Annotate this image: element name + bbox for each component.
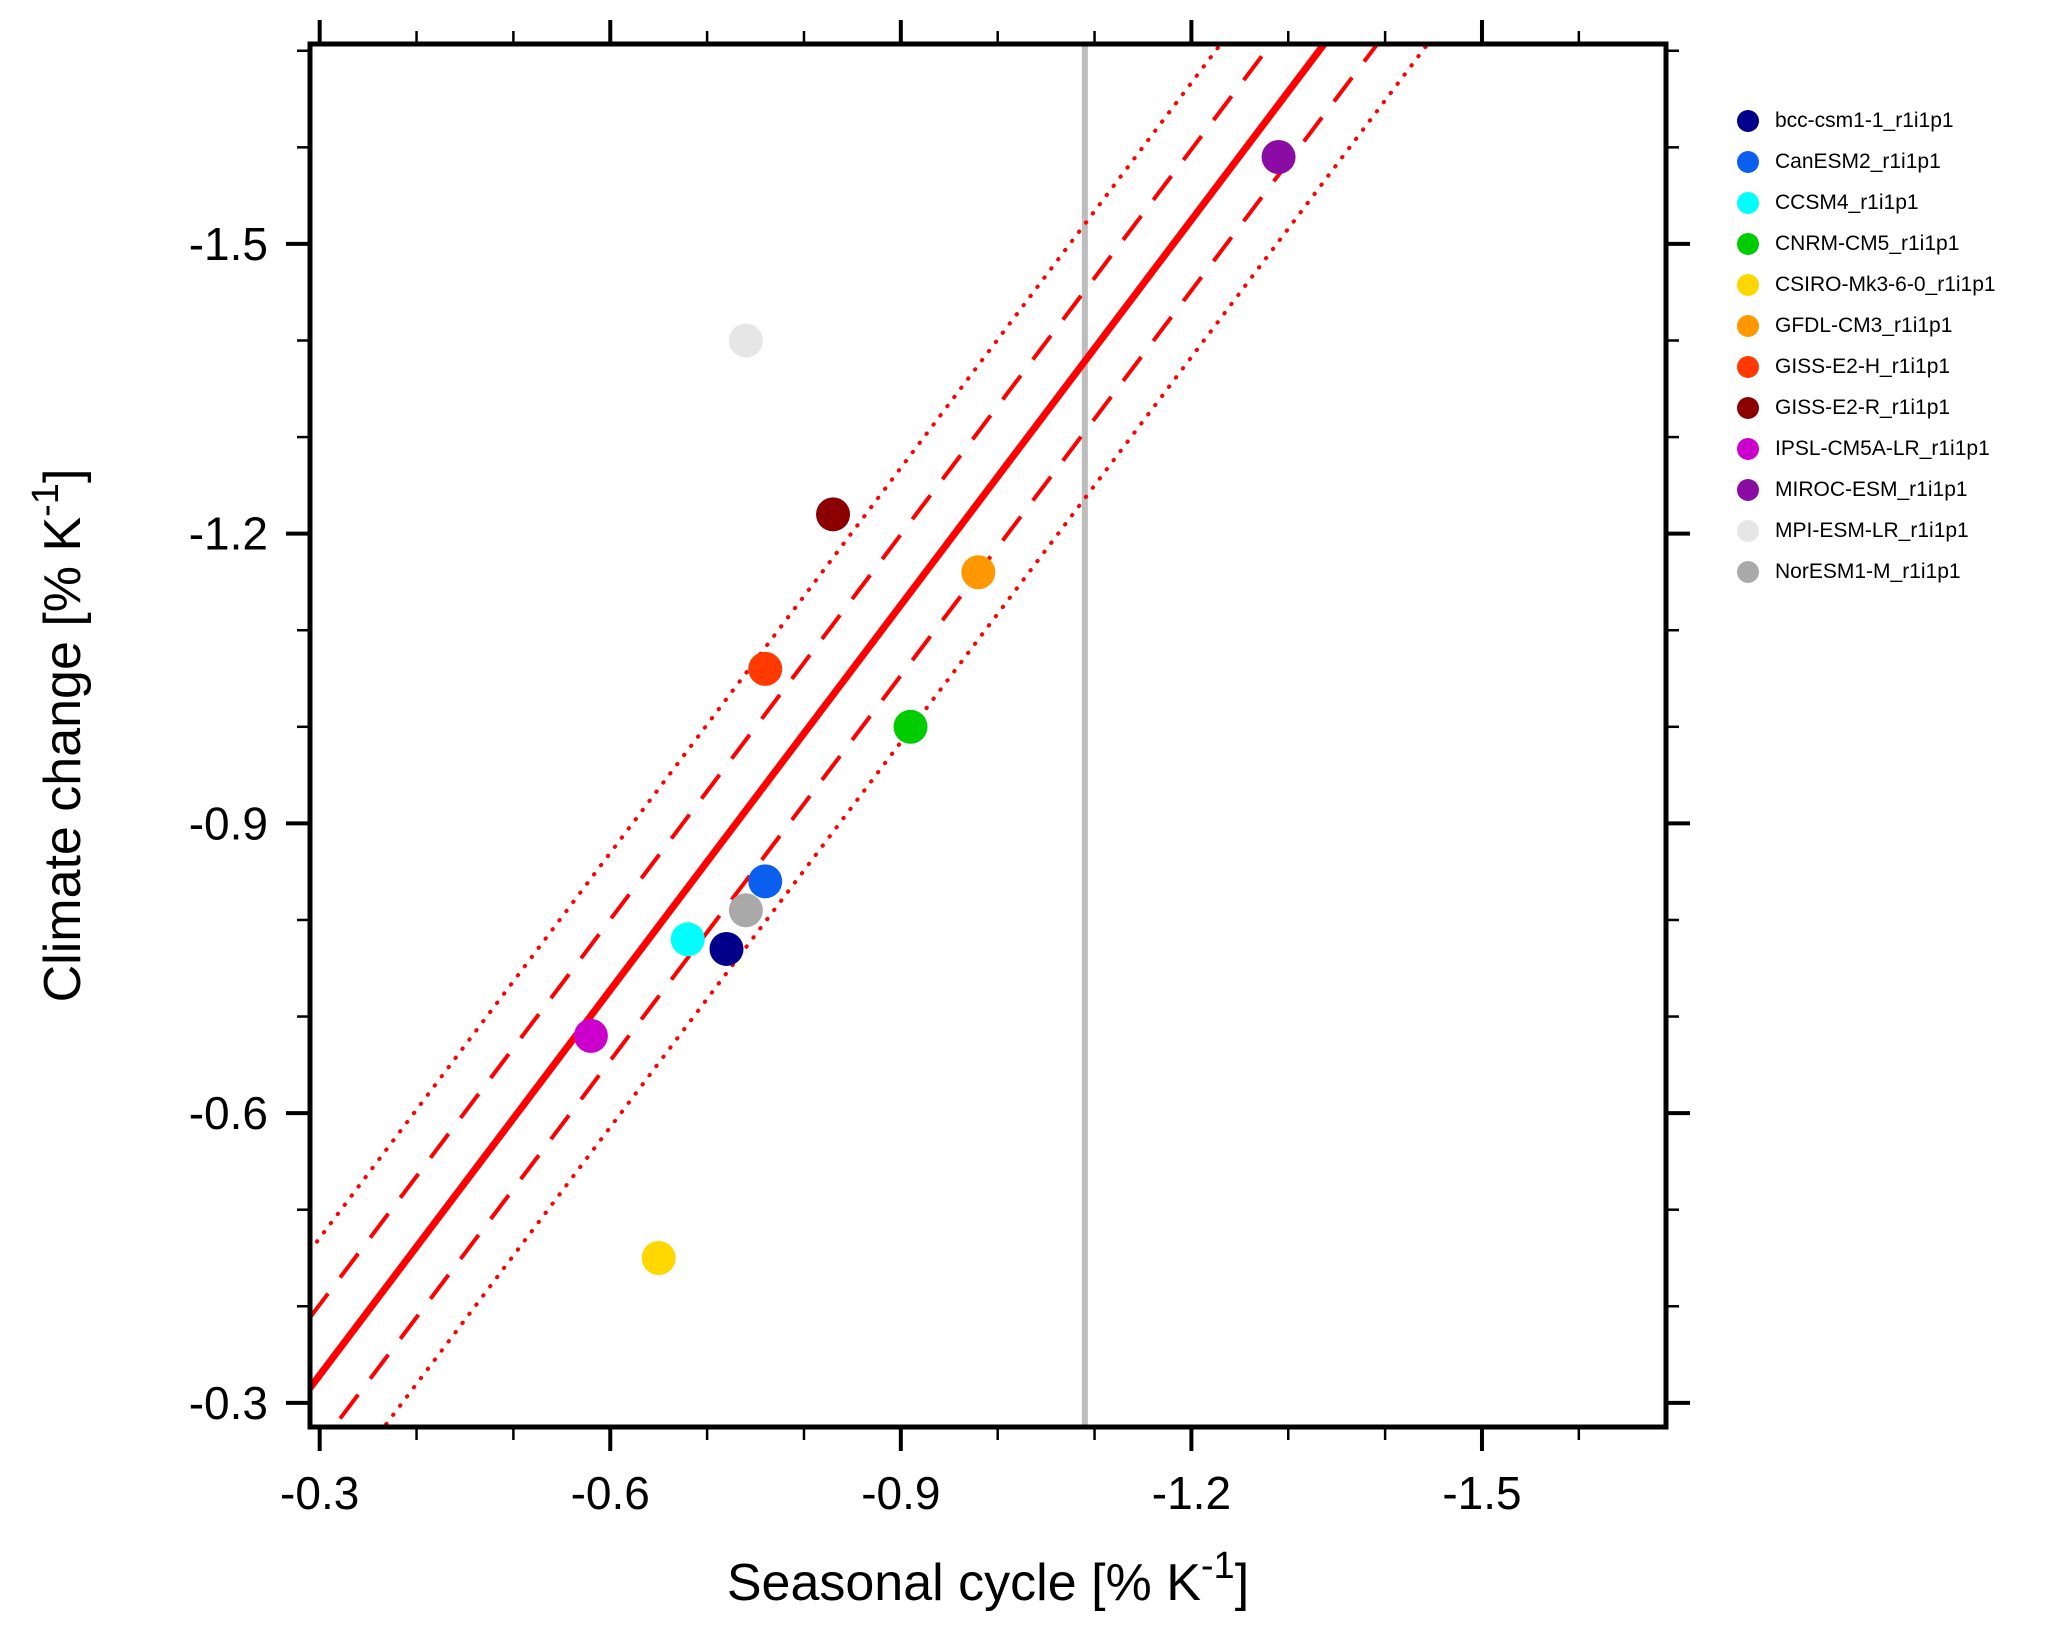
x-tick-label: -1.2 (1152, 1467, 1231, 1519)
data-point-MIROC-ESM_r1i1p1 (1261, 139, 1296, 174)
outer-band-lower (381, 44, 1431, 1427)
data-point-NorESM1-M_r1i1p1 (728, 893, 763, 928)
legend-item-MIROC-ESM_r1i1p1: MIROC-ESM_r1i1p1 (1737, 469, 1996, 510)
legend-label: CCSM4_r1i1p1 (1775, 190, 1919, 214)
legend-item-IPSL-CM5A-LR_r1i1p1: IPSL-CM5A-LR_r1i1p1 (1737, 428, 1996, 469)
data-point-GFDL-CM3_r1i1p1 (961, 555, 996, 590)
legend-label: GISS-E2-H_r1i1p1 (1775, 354, 1951, 378)
legend-label: MPI-ESM-LR_r1i1p1 (1775, 518, 1969, 542)
y-tick-label: -0.3 (189, 1377, 268, 1429)
data-point-MPI-ESM-LR_r1i1p1 (728, 323, 763, 358)
legend-swatch-icon (1737, 560, 1759, 583)
legend-label: CNRM-CM5_r1i1p1 (1775, 231, 1960, 255)
legend-item-NorESM1-M_r1i1p1: NorESM1-M_r1i1p1 (1737, 551, 1996, 592)
legend-swatch-icon (1737, 437, 1759, 460)
legend-swatch-icon (1737, 191, 1759, 214)
x-tick-label: -0.3 (280, 1467, 359, 1519)
regression-line (310, 44, 1329, 1391)
legend-label: bcc-csm1-1_r1i1p1 (1775, 108, 1954, 132)
legend-label: NorESM1-M_r1i1p1 (1775, 559, 1961, 583)
legend-item-CNRM-CM5_r1i1p1: CNRM-CM5_r1i1p1 (1737, 223, 1996, 264)
data-point-CanESM2_r1i1p1 (748, 864, 783, 899)
inner-band-upper (310, 44, 1274, 1319)
legend-swatch-icon (1737, 396, 1759, 419)
legend-label: GFDL-CM3_r1i1p1 (1775, 313, 1953, 337)
data-point-bcc-csm1-1_r1i1p1 (709, 931, 744, 966)
outer-band-upper (310, 44, 1224, 1253)
legend-swatch-icon (1737, 519, 1759, 542)
inner-band-lower (331, 44, 1380, 1427)
data-point-CNRM-CM5_r1i1p1 (893, 709, 928, 744)
legend-swatch-icon (1737, 109, 1759, 132)
x-tick-label: -0.9 (861, 1467, 940, 1519)
legend-item-CSIRO-Mk3-6-0_r1i1p1: CSIRO-Mk3-6-0_r1i1p1 (1737, 264, 1996, 305)
plot-frame (307, 41, 1669, 1430)
legend-item-GISS-E2-R_r1i1p1: GISS-E2-R_r1i1p1 (1737, 387, 1996, 428)
legend-item-bcc-csm1-1_r1i1p1: bcc-csm1-1_r1i1p1 (1737, 100, 1996, 141)
y-tick-label: -1.5 (189, 218, 268, 270)
data-point-GISS-E2-H_r1i1p1 (748, 651, 783, 686)
axis-ticks (286, 20, 1690, 1451)
y-tick-label: -0.9 (189, 797, 268, 849)
data-point-IPSL-CM5A-LR_r1i1p1 (573, 1018, 608, 1053)
fit-lines (310, 44, 1431, 1427)
y-tick-label: -0.6 (189, 1087, 268, 1139)
y-axis-label: Climate change [% K-1] (25, 469, 92, 1003)
legend-item-CanESM2_r1i1p1: CanESM2_r1i1p1 (1737, 141, 1996, 182)
legend-swatch-icon (1737, 314, 1759, 337)
legend-swatch-icon (1737, 150, 1759, 173)
data-point-CCSM4_r1i1p1 (670, 922, 705, 957)
legend-item-CCSM4_r1i1p1: CCSM4_r1i1p1 (1737, 182, 1996, 223)
data-point-GISS-E2-R_r1i1p1 (816, 497, 851, 532)
legend-label: CanESM2_r1i1p1 (1775, 149, 1941, 173)
legend-swatch-icon (1737, 355, 1759, 378)
x-tick-label: -1.5 (1442, 1467, 1521, 1519)
legend-label: CSIRO-Mk3-6-0_r1i1p1 (1775, 272, 1996, 296)
legend-swatch-icon (1737, 478, 1759, 501)
legend-item-GFDL-CM3_r1i1p1: GFDL-CM3_r1i1p1 (1737, 305, 1996, 346)
legend-item-GISS-E2-H_r1i1p1: GISS-E2-H_r1i1p1 (1737, 346, 1996, 387)
legend: bcc-csm1-1_r1i1p1 CanESM2_r1i1p1 CCSM4_r1i… (1737, 100, 1996, 592)
x-axis-label: Seasonal cycle [% K-1] (727, 1545, 1249, 1612)
legend-item-MPI-ESM-LR_r1i1p1: MPI-ESM-LR_r1i1p1 (1737, 510, 1996, 551)
legend-label: MIROC-ESM_r1i1p1 (1775, 477, 1968, 501)
legend-label: GISS-E2-R_r1i1p1 (1775, 395, 1951, 419)
y-tick-label: -1.2 (189, 508, 268, 560)
legend-swatch-icon (1737, 273, 1759, 296)
x-tick-label: -0.6 (571, 1467, 650, 1519)
legend-label: IPSL-CM5A-LR_r1i1p1 (1775, 436, 1990, 460)
legend-swatch-icon (1737, 232, 1759, 255)
data-point-CSIRO-Mk3-6-0_r1i1p1 (641, 1240, 676, 1275)
